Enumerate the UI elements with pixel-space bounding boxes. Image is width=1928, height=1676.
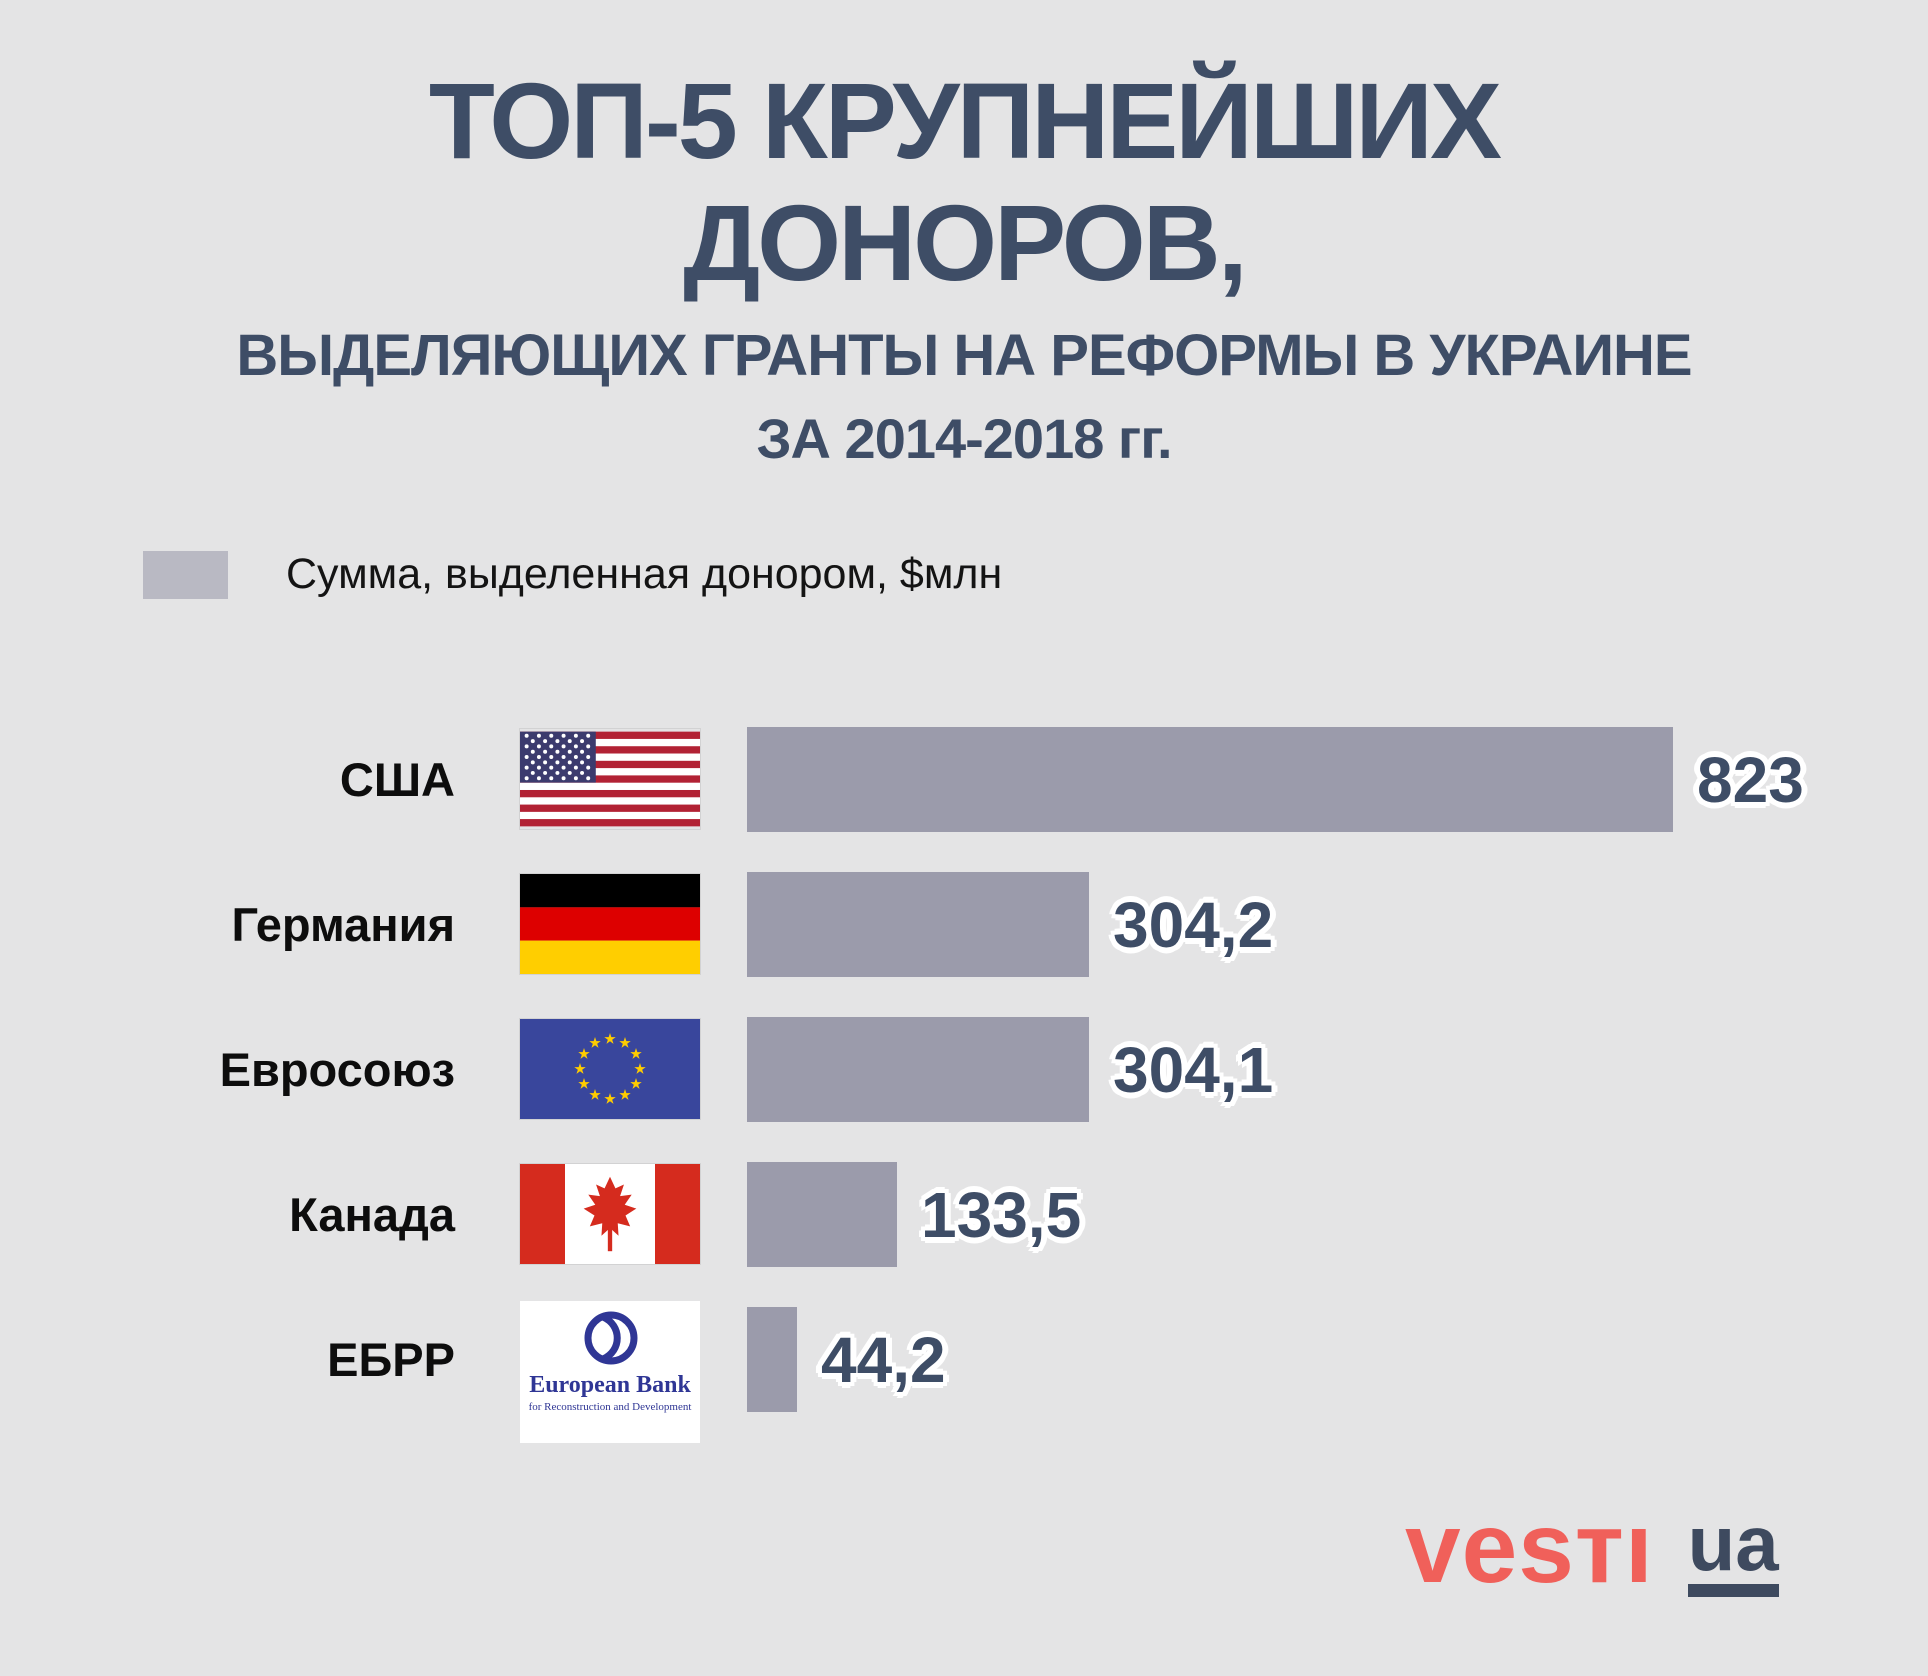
bar-eu (747, 1017, 1089, 1122)
vesti-ua-logo: vesтı ua (1405, 1498, 1779, 1598)
de-flag (520, 874, 700, 974)
eu-flag-icon (520, 1017, 700, 1122)
vesti-wordmark: vesтı (1405, 1492, 1654, 1604)
ebrd-logo-slot: European Bank for Reconstruction and Dev… (520, 1301, 700, 1443)
us-flag (520, 731, 700, 827)
bar-value-eu: 304,1 (1113, 1033, 1274, 1106)
country-label: ЕБРР (327, 1333, 455, 1386)
ua-wordmark: ua (1687, 1504, 1779, 1597)
bar-ebrd (747, 1307, 797, 1412)
eu-flag (520, 1019, 700, 1119)
bar-usa (747, 727, 1673, 832)
de-flag-icon (520, 872, 700, 977)
bar-canada (747, 1162, 897, 1267)
country-label: Евросоюз (219, 1043, 455, 1096)
period-line: ЗА 2014-2018 гг. (756, 407, 1172, 470)
chart-row-eu: Евросоюз 304,1 (0, 1017, 1928, 1122)
title-line-2: ДОНОРОВ, (683, 182, 1248, 303)
country-label: Канада (289, 1188, 455, 1241)
us-flag-stars (524, 733, 591, 781)
subtitle: ВЫДЕЛЯЮЩИХ ГРАНТЫ НА РЕФОРМЫ В УКРАИНЕ (236, 323, 1692, 388)
legend: Сумма, выделенная донором, $млн (143, 550, 1002, 599)
ebrd-logo: European Bank for Reconstruction and Dev… (520, 1301, 700, 1443)
ca-flag (520, 1164, 700, 1264)
chart-row-usa: США 823 (0, 727, 1928, 832)
chart-row-ebrd: ЕБРР European Bank for Reconstruction an… (0, 1301, 1928, 1443)
ca-flag-icon (520, 1162, 700, 1267)
legend-swatch (143, 550, 228, 599)
us-flag-icon (520, 727, 700, 832)
chart-row-canada: Канада 133,5 (0, 1162, 1928, 1267)
bar-value-usa: 823 (1697, 743, 1804, 816)
bar-germany (747, 872, 1089, 977)
ebrd-logo-text: European Bank (529, 1372, 691, 1398)
legend-label: Сумма, выделенная донором, $млн (286, 550, 1003, 598)
country-label: США (339, 753, 455, 806)
country-label: Германия (231, 898, 455, 951)
bar-value-canada: 133,5 (921, 1178, 1082, 1251)
bar-value-germany: 304,2 (1113, 888, 1274, 961)
bar-value-ebrd: 44,2 (821, 1323, 946, 1396)
ebrd-logo-subtext: for Reconstruction and Development (528, 1401, 692, 1414)
ebrd-emblem-icon (584, 1311, 638, 1365)
title-line-1: ТОП-5 КРУПНЕЙШИХ (428, 60, 1502, 181)
chart-row-germany: Германия 304,2 (0, 872, 1928, 977)
